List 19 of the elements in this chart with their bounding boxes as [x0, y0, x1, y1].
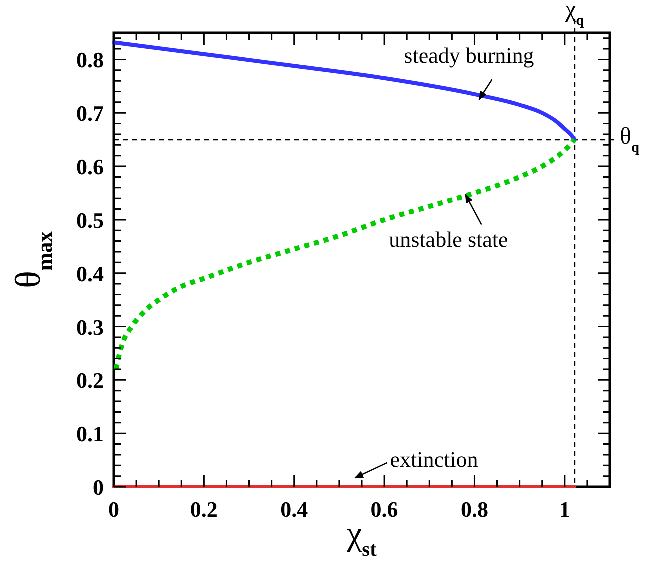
- y-tick-label: 0.5: [76, 208, 104, 233]
- y-tick-label: 0.7: [76, 101, 104, 126]
- y-tick-label: 0.6: [76, 154, 104, 180]
- x-tick-label: 0.8: [460, 497, 488, 522]
- y-tick-label: 0.1: [76, 422, 104, 447]
- y-tick-label: 0.3: [76, 314, 104, 340]
- ref-line-label: χ$_{q}$: [564, 0, 584, 29]
- x-tick-label: 0: [108, 497, 120, 522]
- x-tick-label: 0.4: [280, 497, 308, 522]
- y-tick-label: 0: [93, 475, 104, 500]
- y-tick-label: 0.4: [76, 261, 104, 286]
- y-tick-label: 0.8: [76, 48, 104, 73]
- annotation: unstable state: [389, 226, 508, 252]
- x-tick-label: 0.2: [190, 497, 218, 522]
- y-tick-label: 0.2: [76, 368, 104, 394]
- annotation: steady burning: [404, 42, 534, 68]
- ref-line-label: θ$_{q}$: [620, 124, 640, 156]
- annotation: extinction: [390, 447, 478, 472]
- x-tick-label: 1: [559, 497, 570, 522]
